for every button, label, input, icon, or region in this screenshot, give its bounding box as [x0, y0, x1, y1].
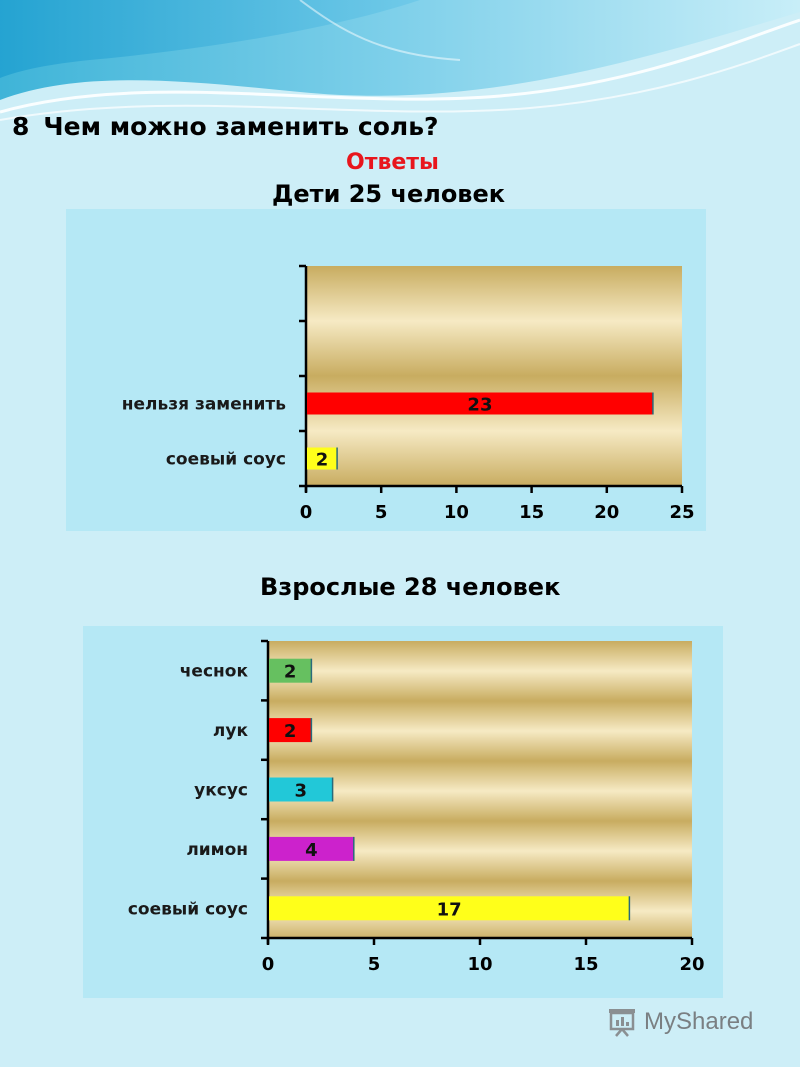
data-label: 17 [437, 899, 462, 920]
x-tick-label: 10 [467, 954, 492, 975]
bar [269, 777, 333, 802]
question-title: 8 Чем можно заменить соль? [12, 112, 439, 141]
presentation-icon [609, 1009, 635, 1037]
data-label: 2 [284, 721, 297, 742]
bar [269, 658, 312, 683]
x-tick-label: 5 [368, 954, 381, 975]
x-tick-label: 15 [519, 502, 544, 523]
watermark: MyShared [606, 1004, 753, 1040]
x-tick-label: 25 [669, 502, 694, 523]
x-tick-label: 5 [375, 502, 388, 523]
data-label: 4 [305, 840, 318, 861]
category-label: лимон [186, 840, 248, 860]
question-text: Чем можно заменить соль? [43, 112, 439, 141]
category-label: уксус [194, 781, 248, 801]
plot-area [268, 641, 692, 938]
chart-adults-svg: 0 5 10 15 20 чеснок 2 лук 2 уксус 3 лимон 4 соевый со… [128, 639, 705, 975]
chart-children-svg: 0 5 10 15 20 25 нельзя заменить 23 соевый соус 2 [122, 264, 695, 523]
category-label: соевый соус [166, 450, 286, 470]
data-label: 3 [295, 781, 308, 802]
chart-title-children: Дети 25 человек [272, 180, 506, 208]
category-label: соевый соус [128, 899, 248, 919]
bar [307, 447, 338, 470]
chart-children: 0 5 10 15 20 25 нельзя заменить 23 соевый соус 2 [66, 209, 706, 531]
watermark-text: MyShared [644, 1008, 754, 1035]
bar [307, 392, 653, 415]
plot-area [306, 266, 682, 486]
x-tick-label: 0 [262, 954, 275, 975]
header-wave-decoration [0, 0, 800, 140]
x-tick-label: 0 [300, 502, 313, 523]
x-tick-label: 10 [444, 502, 469, 523]
x-tick-label: 20 [679, 954, 704, 975]
data-label: 2 [316, 450, 329, 471]
bar [269, 896, 630, 921]
x-tick-label: 15 [573, 954, 598, 975]
data-label: 23 [467, 395, 492, 416]
answers-heading: Ответы [346, 150, 439, 175]
data-label: 2 [284, 662, 297, 683]
category-label: нельзя заменить [122, 395, 286, 415]
chart-title-adults: Взрослые 28 человек [260, 573, 561, 601]
bar [269, 836, 354, 861]
question-number: 8 [12, 112, 30, 141]
category-label: чеснок [180, 662, 249, 682]
bar [269, 718, 312, 743]
category-label: лук [213, 721, 249, 741]
chart-adults: 0 5 10 15 20 чеснок 2 лук 2 уксус 3 лимон 4 соевый со… [83, 626, 723, 998]
x-tick-label: 20 [594, 502, 619, 523]
